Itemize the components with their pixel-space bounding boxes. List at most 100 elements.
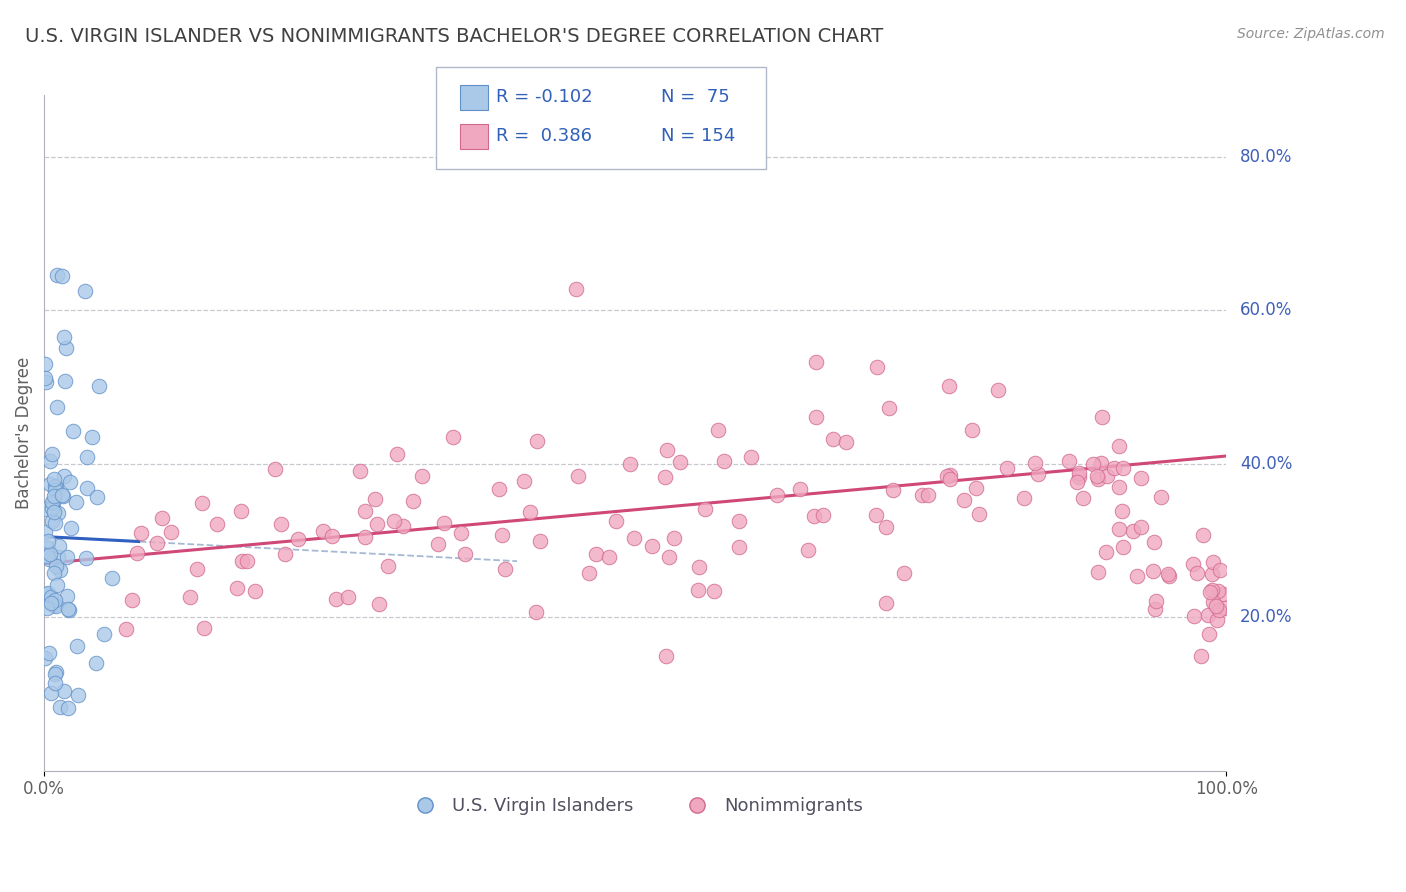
- Point: [524, 605, 547, 619]
- Point: [39, 454, 62, 468]
- Point: [877, 401, 900, 416]
- Point: [38, 547, 60, 561]
- Point: [354, 530, 377, 544]
- Point: [1112, 540, 1135, 554]
- Point: [686, 582, 709, 597]
- Point: [1201, 582, 1223, 597]
- Point: [34, 371, 56, 385]
- Point: [450, 526, 472, 541]
- Point: [45, 479, 67, 493]
- Point: [1066, 475, 1088, 489]
- Point: [59, 521, 82, 535]
- Point: [1201, 567, 1223, 582]
- Point: [494, 562, 516, 576]
- Point: [159, 524, 181, 539]
- Point: [59, 475, 82, 490]
- Point: [89, 379, 111, 393]
- Text: R =  0.386: R = 0.386: [496, 128, 592, 145]
- Point: [366, 517, 388, 532]
- Point: [41, 496, 63, 510]
- Point: [1197, 607, 1219, 622]
- Point: [965, 482, 987, 496]
- Point: [728, 514, 751, 528]
- Point: [526, 434, 548, 448]
- Point: [46, 268, 69, 283]
- Point: [1097, 469, 1119, 483]
- Point: [368, 597, 391, 611]
- Point: [695, 502, 717, 516]
- Point: [76, 450, 98, 464]
- Point: [969, 507, 991, 521]
- Point: [433, 516, 456, 530]
- Legend: U.S. Virgin Islanders, Nonimmigrants: U.S. Virgin Islanders, Nonimmigrants: [401, 790, 870, 822]
- Point: [55, 549, 77, 564]
- Point: [39, 596, 62, 610]
- Point: [1091, 410, 1114, 425]
- Point: [191, 496, 214, 510]
- Point: [392, 518, 415, 533]
- Text: 40.0%: 40.0%: [1240, 455, 1292, 473]
- Point: [806, 410, 828, 425]
- Point: [243, 584, 266, 599]
- Point: [51, 268, 73, 283]
- Text: Source: ZipAtlas.com: Source: ZipAtlas.com: [1237, 27, 1385, 41]
- Point: [623, 531, 645, 545]
- Point: [960, 423, 983, 437]
- Point: [939, 471, 962, 485]
- Text: R = -0.102: R = -0.102: [496, 88, 593, 106]
- Point: [1024, 456, 1046, 470]
- Point: [1202, 555, 1225, 569]
- Text: 80.0%: 80.0%: [1240, 148, 1292, 166]
- Point: [688, 559, 710, 574]
- Point: [1108, 439, 1130, 453]
- Point: [34, 525, 56, 540]
- Point: [427, 537, 450, 551]
- Point: [1102, 461, 1125, 475]
- Point: [488, 482, 510, 496]
- Point: [1206, 584, 1229, 599]
- Point: [1090, 457, 1112, 471]
- Point: [953, 493, 976, 508]
- Point: [274, 547, 297, 561]
- Text: U.S. VIRGIN ISLANDER VS NONIMMIGRANTS BACHELOR'S DEGREE CORRELATION CHART: U.S. VIRGIN ISLANDER VS NONIMMIGRANTS BA…: [25, 27, 883, 45]
- Point: [1191, 528, 1213, 542]
- Point: [402, 493, 425, 508]
- Point: [41, 494, 63, 508]
- Point: [1182, 557, 1205, 571]
- Point: [364, 492, 387, 507]
- Point: [882, 483, 904, 497]
- Point: [1067, 466, 1090, 480]
- Point: [1122, 524, 1144, 538]
- Point: [34, 651, 56, 665]
- Point: [491, 528, 513, 542]
- Point: [821, 433, 844, 447]
- Point: [1094, 544, 1116, 558]
- Point: [1129, 471, 1152, 485]
- Point: [38, 646, 60, 660]
- Point: [578, 566, 600, 580]
- Point: [1143, 602, 1166, 616]
- Point: [995, 461, 1018, 475]
- Point: [662, 531, 685, 545]
- Point: [654, 469, 676, 483]
- Point: [44, 676, 66, 690]
- Point: [1026, 467, 1049, 481]
- Point: [1085, 469, 1108, 483]
- Point: [46, 549, 69, 564]
- Point: [529, 533, 551, 548]
- Point: [45, 665, 67, 679]
- Point: [34, 587, 56, 601]
- Point: [585, 547, 607, 561]
- Point: [312, 524, 335, 539]
- Point: [207, 517, 229, 532]
- Point: [811, 508, 834, 522]
- Point: [84, 657, 107, 671]
- Point: [377, 559, 399, 574]
- Y-axis label: Bachelor's Degree: Bachelor's Degree: [15, 357, 32, 509]
- Point: [45, 559, 67, 574]
- Point: [41, 501, 63, 516]
- Point: [75, 550, 97, 565]
- Point: [42, 472, 65, 486]
- Point: [1012, 491, 1035, 506]
- Point: [66, 639, 89, 653]
